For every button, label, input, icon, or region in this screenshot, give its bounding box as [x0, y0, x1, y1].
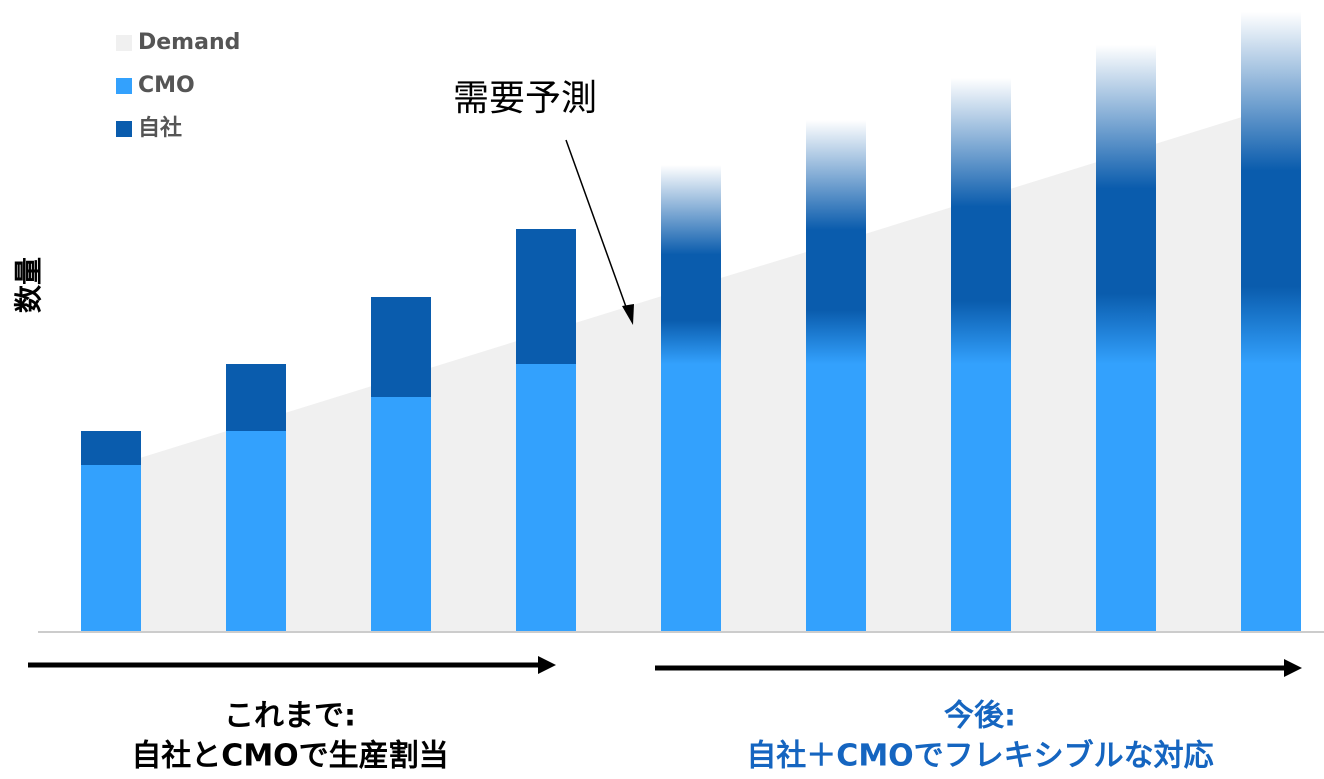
period-text: 自社＋CMOでフレキシブルな対応: [746, 739, 1213, 774]
bar-segment: [951, 364, 1011, 632]
bar-segment: [806, 120, 866, 364]
annotation-arrow-head: [622, 304, 634, 325]
annotation-arrow: [565, 139, 631, 319]
bar-segment: [516, 364, 576, 632]
period-text: 自社とCMOで生産割当: [131, 739, 448, 774]
bar-segment: [226, 431, 286, 632]
bar-segment: [806, 364, 866, 632]
bar-segment: [1096, 364, 1156, 632]
bar-segment: [1241, 364, 1301, 632]
annotation: 需要予測: [453, 78, 597, 119]
bar-segment: [226, 364, 286, 431]
period-arrow-head: [538, 656, 556, 674]
legend-label: 自社: [138, 115, 182, 141]
bar-segment: [661, 165, 721, 364]
bar-segment: [81, 431, 141, 465]
bar-segment: [81, 465, 141, 632]
bar-segment: [1241, 12, 1301, 364]
bar-segment: [371, 297, 431, 397]
y-axis-label: 数量: [12, 257, 45, 313]
period-title: 今後:: [944, 699, 1016, 734]
bar-segment: [661, 364, 721, 632]
bar-segment: [516, 229, 576, 364]
period-title: これまで:: [224, 699, 356, 734]
legend-swatch: [116, 35, 132, 51]
period-arrow-head: [1284, 659, 1302, 677]
legend-label: CMO: [138, 73, 195, 98]
legend-label: Demand: [138, 30, 240, 55]
legend-swatch: [116, 121, 132, 137]
legend-swatch: [116, 78, 132, 94]
bar-segment: [1096, 45, 1156, 364]
bar-segment: [951, 78, 1011, 364]
bar-segment: [371, 397, 431, 632]
